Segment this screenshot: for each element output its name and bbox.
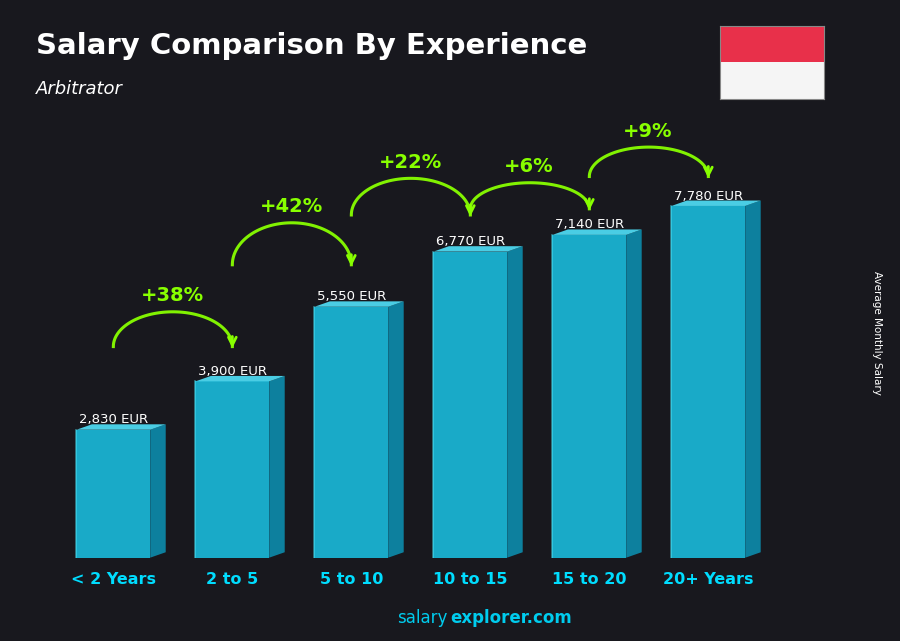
Text: +38%: +38% — [140, 287, 203, 305]
Text: 3,900 EUR: 3,900 EUR — [198, 365, 266, 378]
Text: salary: salary — [397, 609, 447, 627]
Polygon shape — [314, 301, 404, 307]
Bar — [720, 62, 824, 99]
Text: 6,770 EUR: 6,770 EUR — [436, 235, 505, 248]
Text: 7,140 EUR: 7,140 EUR — [554, 219, 624, 231]
Polygon shape — [671, 201, 760, 206]
Text: +9%: +9% — [624, 122, 673, 140]
Polygon shape — [76, 429, 150, 558]
Polygon shape — [508, 246, 523, 558]
Bar — [720, 26, 824, 62]
Polygon shape — [388, 301, 404, 558]
Polygon shape — [553, 229, 642, 235]
Text: Salary Comparison By Experience: Salary Comparison By Experience — [36, 32, 587, 60]
Polygon shape — [269, 376, 284, 558]
Polygon shape — [745, 201, 760, 558]
Text: +42%: +42% — [259, 197, 323, 217]
Text: 2,830 EUR: 2,830 EUR — [79, 413, 148, 426]
Polygon shape — [76, 424, 166, 429]
Text: 7,780 EUR: 7,780 EUR — [674, 190, 742, 203]
Polygon shape — [434, 252, 508, 558]
Polygon shape — [314, 307, 388, 558]
Text: +22%: +22% — [378, 153, 442, 172]
Polygon shape — [434, 246, 523, 252]
Text: 5,550 EUR: 5,550 EUR — [317, 290, 386, 303]
Polygon shape — [150, 424, 166, 558]
Text: explorer.com: explorer.com — [450, 609, 572, 627]
Text: Arbitrator: Arbitrator — [36, 80, 123, 98]
Polygon shape — [553, 235, 626, 558]
Polygon shape — [195, 376, 284, 381]
Polygon shape — [195, 381, 269, 558]
Text: +6%: +6% — [504, 157, 554, 176]
Polygon shape — [626, 229, 642, 558]
Text: Average Monthly Salary: Average Monthly Salary — [872, 271, 883, 395]
Polygon shape — [671, 206, 745, 558]
